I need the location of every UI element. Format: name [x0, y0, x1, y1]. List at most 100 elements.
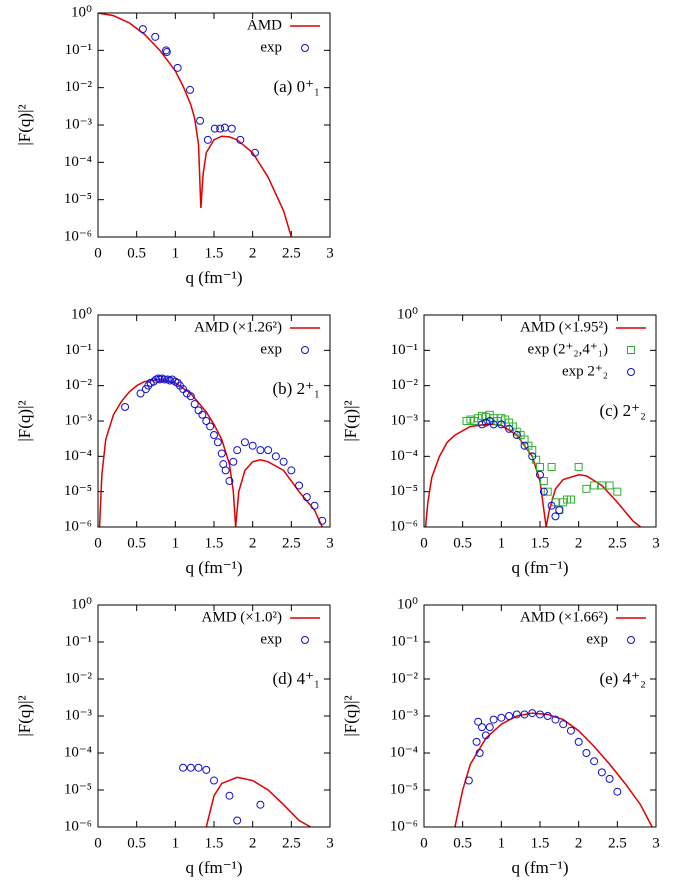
y-tick-label: 10⁻⁴ — [390, 448, 418, 464]
legend: AMD (×1.0²) exp — [202, 609, 320, 647]
y-tick-label: 10⁰ — [397, 306, 418, 322]
y-tick-label: 10⁻² — [65, 377, 93, 393]
point — [160, 375, 169, 384]
panel: 10⁻⁶ 10⁻⁵ 10⁻⁴ 10⁻³ 10⁻² 10⁻¹ 10⁰ 0 0.5 1 1.5 2 2.5 3… — [341, 596, 660, 876]
y-tick-label: 10⁻⁵ — [64, 781, 92, 797]
point — [566, 495, 575, 504]
point — [179, 763, 188, 772]
point — [478, 723, 486, 732]
x-tick-label: 3 — [326, 835, 334, 851]
legend: AMD (×1.95²) exp (2⁺₂,4⁺₁) exp 2⁺₂ — [520, 319, 646, 379]
y-axis-label: |F(q)|² — [15, 400, 34, 441]
point — [138, 25, 147, 34]
legend-label: exp — [260, 631, 282, 647]
point — [597, 481, 606, 490]
legend-label: AMD — [247, 17, 282, 33]
x-tick-label: 0 — [420, 535, 428, 551]
legend-swatch — [301, 346, 309, 354]
point — [528, 446, 537, 455]
y-tick-label: 10⁻² — [391, 377, 419, 393]
point — [210, 124, 219, 133]
point — [574, 462, 583, 471]
legend-swatch — [627, 636, 635, 644]
point — [489, 420, 498, 429]
x-tick-label: 0 — [94, 835, 102, 851]
x-tick-label: 2.5 — [282, 835, 301, 851]
point — [248, 441, 257, 450]
x-tick-label: 3 — [652, 535, 660, 551]
legend-swatch — [627, 346, 635, 354]
plot-area — [454, 709, 653, 827]
y-tick-label: 10⁻⁴ — [64, 154, 92, 170]
point — [528, 452, 537, 461]
point — [220, 123, 229, 132]
y-tick-label: 10⁻⁴ — [64, 744, 92, 760]
y-tick-label: 10⁻⁵ — [64, 191, 92, 207]
y-tick-label: 10⁻⁶ — [64, 228, 92, 244]
point — [240, 438, 249, 447]
x-tick-label: 1 — [498, 535, 506, 551]
point — [264, 446, 273, 455]
point — [472, 737, 481, 746]
x-tick-label: 2 — [249, 535, 257, 551]
point — [271, 452, 280, 461]
point — [186, 392, 195, 401]
point — [295, 481, 304, 490]
y-tick-label: 10⁻⁶ — [64, 818, 92, 834]
point — [221, 466, 230, 475]
point — [213, 438, 222, 447]
point — [613, 487, 622, 496]
x-tick-label: 0.5 — [127, 835, 146, 851]
point — [536, 462, 544, 471]
legend-swatch — [301, 44, 309, 52]
point — [512, 710, 521, 719]
y-tick-label: 10⁻⁵ — [390, 483, 418, 499]
x-tick-label: 2 — [249, 245, 257, 261]
point — [539, 477, 548, 486]
point — [539, 487, 548, 496]
y-tick-label: 10⁻³ — [391, 707, 419, 723]
point — [481, 731, 490, 740]
point — [151, 32, 160, 41]
point — [279, 457, 288, 466]
y-tick-label: 10⁻² — [391, 670, 419, 686]
point — [520, 710, 529, 719]
y-tick-label: 10⁰ — [397, 596, 418, 612]
point — [551, 715, 560, 724]
y-tick-label: 10⁻³ — [65, 412, 93, 428]
point — [582, 484, 591, 493]
legend-label: exp — [260, 39, 282, 55]
y-tick-label: 10⁻¹ — [391, 342, 418, 358]
curve — [98, 378, 323, 527]
y-tick-label: 10⁻¹ — [65, 42, 92, 58]
x-tick-label: 0 — [94, 535, 102, 551]
point — [136, 389, 145, 398]
point — [233, 446, 242, 455]
x-tick-label: 2.5 — [608, 835, 627, 851]
point — [233, 816, 242, 825]
panel: 10⁻⁶ 10⁻⁵ 10⁻⁴ 10⁻³ 10⁻² 10⁻¹ 10⁰ 0 0.5 1 1.5 2 2.5 3… — [15, 596, 334, 876]
point — [574, 737, 583, 746]
x-tick-label: 3 — [326, 245, 334, 261]
point — [203, 135, 212, 144]
x-tick-label: 1 — [172, 835, 180, 851]
x-tick-label: 0 — [420, 835, 428, 851]
x-tick-label: 0.5 — [453, 535, 472, 551]
x-tick-label: 0.5 — [127, 535, 146, 551]
y-axis-label: |F(q)|² — [15, 695, 34, 736]
legend: AMD exp — [247, 17, 320, 55]
legend-label: exp (2⁺₂,4⁺₁) — [528, 341, 608, 357]
plot-frame — [97, 604, 331, 828]
point — [186, 763, 195, 772]
point — [154, 374, 163, 383]
point — [475, 749, 484, 757]
point — [173, 63, 182, 72]
point — [210, 431, 218, 440]
legend-label: exp — [586, 631, 608, 647]
point — [613, 787, 622, 796]
point — [250, 148, 259, 157]
x-tick-label: 1 — [498, 835, 506, 851]
point — [206, 422, 215, 431]
point — [536, 710, 544, 719]
